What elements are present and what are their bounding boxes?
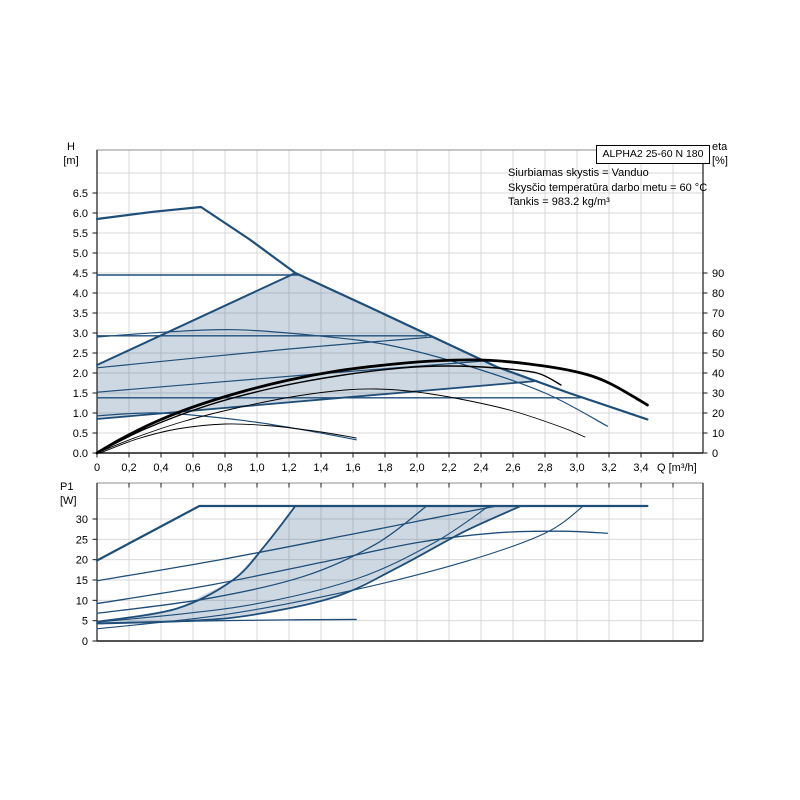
p1-autoadapt-min-curve (96, 505, 522, 625)
y-tick-label: 30 (76, 514, 88, 526)
y-tick-label: 1.0 (73, 408, 88, 420)
power-flow-chart-curves (95, 504, 649, 630)
x-tick-label: 1,8 (377, 462, 392, 474)
x-tick-label: 1,6 (345, 462, 360, 474)
eta-tick-label: 0 (712, 448, 718, 460)
eta-speed2-curve (96, 365, 562, 454)
eta-tick-label: 70 (712, 308, 724, 320)
eta-tick-label: 60 (712, 328, 724, 340)
pp3-curve (96, 272, 297, 366)
eta-axis-title-symbol: eta (712, 141, 728, 153)
x-tick-label: 0,6 (185, 462, 200, 474)
x-tick-label: 3,2 (601, 462, 616, 474)
y-tick-label: 0.5 (73, 428, 88, 440)
y-tick-label: 3.0 (73, 328, 88, 340)
x-tick-label: 3,4 (633, 462, 648, 474)
y-tick-label: 3.5 (73, 308, 88, 320)
speed1-curve (96, 412, 357, 441)
x-tick-label: 2,0 (409, 462, 424, 474)
pp1-curve (96, 360, 485, 393)
info-line-liquid: Siurbiamas skystis = Vanduo (508, 167, 649, 179)
y-tick-label: 10 (76, 595, 88, 607)
power-flow-chart-tick-labels: 0 5 10 15 20 25 30 (76, 514, 88, 648)
head-flow-chart-curves (95, 205, 649, 455)
x-tick-label: 0 (94, 462, 100, 474)
p1-axis-title: P1 [W] (60, 481, 77, 508)
x-tick-label: 0,4 (153, 462, 168, 474)
x-tick-label: 1,4 (313, 462, 328, 474)
p1-axis-title-symbol: P1 (60, 481, 74, 493)
y-tick-label: 5 (82, 616, 88, 628)
speed2-curve (96, 329, 608, 427)
eta-tick-label: 50 (712, 348, 724, 360)
y-tick-label: 2.0 (73, 368, 88, 380)
y-tick-label: 20 (76, 555, 88, 567)
x-tick-label: 0,8 (217, 462, 232, 474)
pump-model-title-box: ALPHA2 25-60 N 180 (596, 145, 710, 164)
x-tick-label: 0,2 (121, 462, 136, 474)
p1-max-curve (95, 504, 649, 562)
y-tick-label: 5.0 (73, 248, 88, 260)
p1-cp2-curve (96, 505, 428, 614)
x-tick-label: 2,4 (473, 462, 488, 474)
x-tick-label: 2,2 (441, 462, 456, 474)
y-tick-label: 6.5 (73, 188, 88, 200)
y-tick-label: 4.5 (73, 268, 88, 280)
power-flow-chart-gridlines (97, 483, 703, 641)
p1-cp3-curve (96, 505, 498, 582)
h-axis-title-symbol: H (67, 141, 75, 153)
h-axis-title: H [m] (54, 141, 88, 168)
y-tick-label: 0.0 (73, 448, 88, 460)
power-flow-chart: 0 5 10 15 20 25 30 (76, 482, 704, 648)
info-line-density: Tankis = 983.2 kg/m³ (508, 196, 610, 208)
y-tick-label: 25 (76, 534, 88, 546)
p1-autoadapt-max-curve (96, 505, 297, 623)
eta-tick-label: 10 (712, 428, 724, 440)
x-tick-label: 3,0 (569, 462, 584, 474)
p1-pp2-curve (96, 505, 490, 623)
y-tick-label: 15 (76, 575, 88, 587)
head-flow-chart-tick-labels: 0 0,2 0,4 0,6 0,8 1,0 1,2 1,4 1,6 1,8 2,0 2,2 2,4 2,6… (73, 188, 725, 474)
p1-speed2-curve (96, 530, 609, 605)
head-flow-chart-gridlines (97, 150, 703, 453)
x-axis-unit-label: Q [m³/h] (657, 462, 697, 474)
eta-tick-label: 30 (712, 388, 724, 400)
y-tick-label: 1.5 (73, 388, 88, 400)
y-tick-label: 2.5 (73, 348, 88, 360)
p1-cp1-curve (96, 505, 584, 630)
pp2-curve (96, 336, 434, 369)
eta-tick-label: 20 (712, 408, 724, 420)
x-tick-label: 1,0 (249, 462, 264, 474)
liquid-info-block: Siurbiamas skystis = Vanduo Skysčio temp… (508, 166, 707, 210)
head-flow-chart: 0 0,2 0,4 0,6 0,8 1,0 1,2 1,4 1,6 1,8 2,0 2,2 2,4 2,6… (73, 149, 725, 474)
x-tick-label: 2,6 (505, 462, 520, 474)
eta-max-curve (95, 358, 649, 455)
y-tick-label: 5.5 (73, 228, 88, 240)
y-tick-label: 0 (82, 636, 88, 648)
x-tick-label: 2,8 (537, 462, 552, 474)
eta-speed1-curve (99, 423, 357, 454)
y-tick-label: 4.0 (73, 288, 88, 300)
pump-model-label: ALPHA2 25-60 N 180 (602, 148, 704, 160)
max-speed-curve (95, 205, 649, 421)
eta-tick-label: 90 (712, 268, 724, 280)
eta-tick-label: 40 (712, 368, 724, 380)
power-flow-chart-ticks (92, 483, 674, 642)
eta-axis-title-unit: [%] (712, 154, 728, 167)
head-flow-chart-ticks (92, 192, 708, 458)
h-axis-title-unit: [m] (63, 154, 79, 167)
x-tick-label: 1,2 (281, 462, 296, 474)
y-tick-label: 6.0 (73, 208, 88, 220)
eta-mid-curve (96, 388, 586, 454)
eta-axis-title: eta [%] (712, 141, 728, 168)
p1-axis-title-unit: [W] (60, 494, 77, 507)
info-line-temperature: Skysčio temperatūra darbo metu = 60 °C (508, 181, 708, 194)
eta-tick-label: 80 (712, 288, 724, 300)
